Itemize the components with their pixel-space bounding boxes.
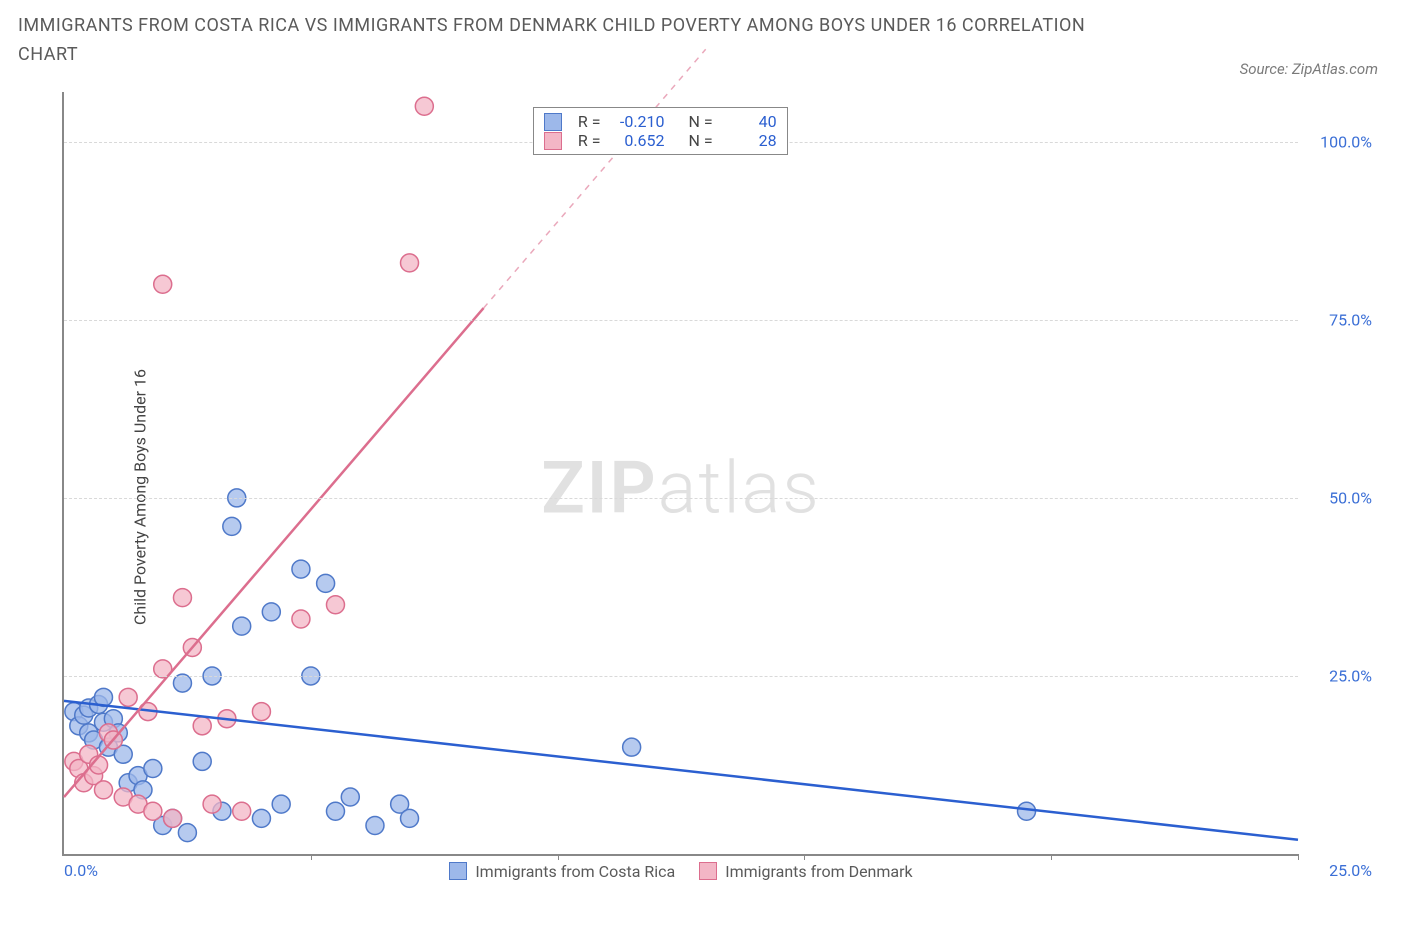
- y-tick-label: 25.0%: [1329, 666, 1372, 685]
- x-tick: [1051, 854, 1052, 860]
- legend-label: Immigrants from Costa Rica: [475, 862, 675, 881]
- scatter-point: [154, 275, 172, 293]
- legend-label: Immigrants from Denmark: [725, 862, 912, 881]
- scatter-point: [366, 817, 384, 835]
- x-tick: [1298, 854, 1299, 860]
- scatter-point: [341, 788, 359, 806]
- scatter-point: [144, 802, 162, 820]
- n-label: N =: [688, 131, 712, 150]
- scatter-point: [233, 617, 251, 635]
- legend-swatch: [544, 113, 562, 131]
- x-tick: [311, 854, 312, 860]
- chart-title: IMMIGRANTS FROM COSTA RICA VS IMMIGRANTS…: [18, 12, 1118, 70]
- correlation-legend: R = -0.210 N = 40 R = 0.652 N = 28: [533, 107, 788, 155]
- legend-swatch: [699, 862, 717, 880]
- scatter-point: [119, 688, 137, 706]
- scatter-point: [144, 760, 162, 778]
- plot-svg: [64, 92, 1298, 854]
- scatter-point: [415, 97, 433, 115]
- gridline: [64, 676, 1298, 677]
- r-value: 0.652: [609, 131, 665, 150]
- scatter-point: [193, 752, 211, 770]
- scatter-point: [262, 603, 280, 621]
- correlation-row: R = -0.210 N = 40: [544, 112, 777, 131]
- y-tick-label: 50.0%: [1329, 488, 1372, 507]
- source-attribution: Source: ZipAtlas.com: [1240, 60, 1378, 78]
- trend-line: [64, 701, 1298, 840]
- legend-swatch: [449, 862, 467, 880]
- y-tick-label: 100.0%: [1320, 132, 1372, 151]
- trend-line-extrapolated: [484, 49, 706, 308]
- scatter-point: [401, 809, 419, 827]
- scatter-point: [252, 703, 270, 721]
- n-value: 28: [721, 131, 777, 150]
- legend-swatch: [544, 132, 562, 150]
- x-tick: [804, 854, 805, 860]
- scatter-point: [326, 596, 344, 614]
- n-value: 40: [721, 112, 777, 131]
- x-tick-label-max: 25.0%: [1329, 861, 1372, 880]
- scatter-point: [272, 795, 290, 813]
- plot-area: ZIPatlas 25.0%50.0%75.0%100.0%0.0%25.0%I…: [62, 92, 1298, 856]
- scatter-point: [173, 589, 191, 607]
- scatter-point: [1018, 802, 1036, 820]
- n-label: N =: [688, 112, 712, 131]
- x-tick: [558, 854, 559, 860]
- scatter-point: [178, 824, 196, 842]
- gridline: [64, 498, 1298, 499]
- gridline: [64, 320, 1298, 321]
- scatter-point: [193, 717, 211, 735]
- r-label: R =: [578, 131, 601, 150]
- scatter-point: [252, 809, 270, 827]
- scatter-point: [223, 517, 241, 535]
- scatter-point: [164, 809, 182, 827]
- y-tick-label: 75.0%: [1329, 310, 1372, 329]
- scatter-point: [401, 254, 419, 272]
- legend-item: Immigrants from Denmark: [699, 862, 912, 881]
- legend-bottom: Immigrants from Costa Rica Immigrants fro…: [64, 862, 1298, 885]
- scatter-point: [233, 802, 251, 820]
- scatter-point: [203, 795, 221, 813]
- r-label: R =: [578, 112, 601, 131]
- scatter-point: [317, 574, 335, 592]
- scatter-point: [292, 610, 310, 628]
- r-value: -0.210: [609, 112, 665, 131]
- scatter-point: [623, 738, 641, 756]
- chart-container: Child Poverty Among Boys Under 16 ZIPatl…: [18, 92, 1378, 902]
- scatter-point: [292, 560, 310, 578]
- legend-item: Immigrants from Costa Rica: [449, 862, 675, 881]
- scatter-point: [94, 781, 112, 799]
- correlation-row: R = 0.652 N = 28: [544, 131, 777, 150]
- scatter-point: [326, 802, 344, 820]
